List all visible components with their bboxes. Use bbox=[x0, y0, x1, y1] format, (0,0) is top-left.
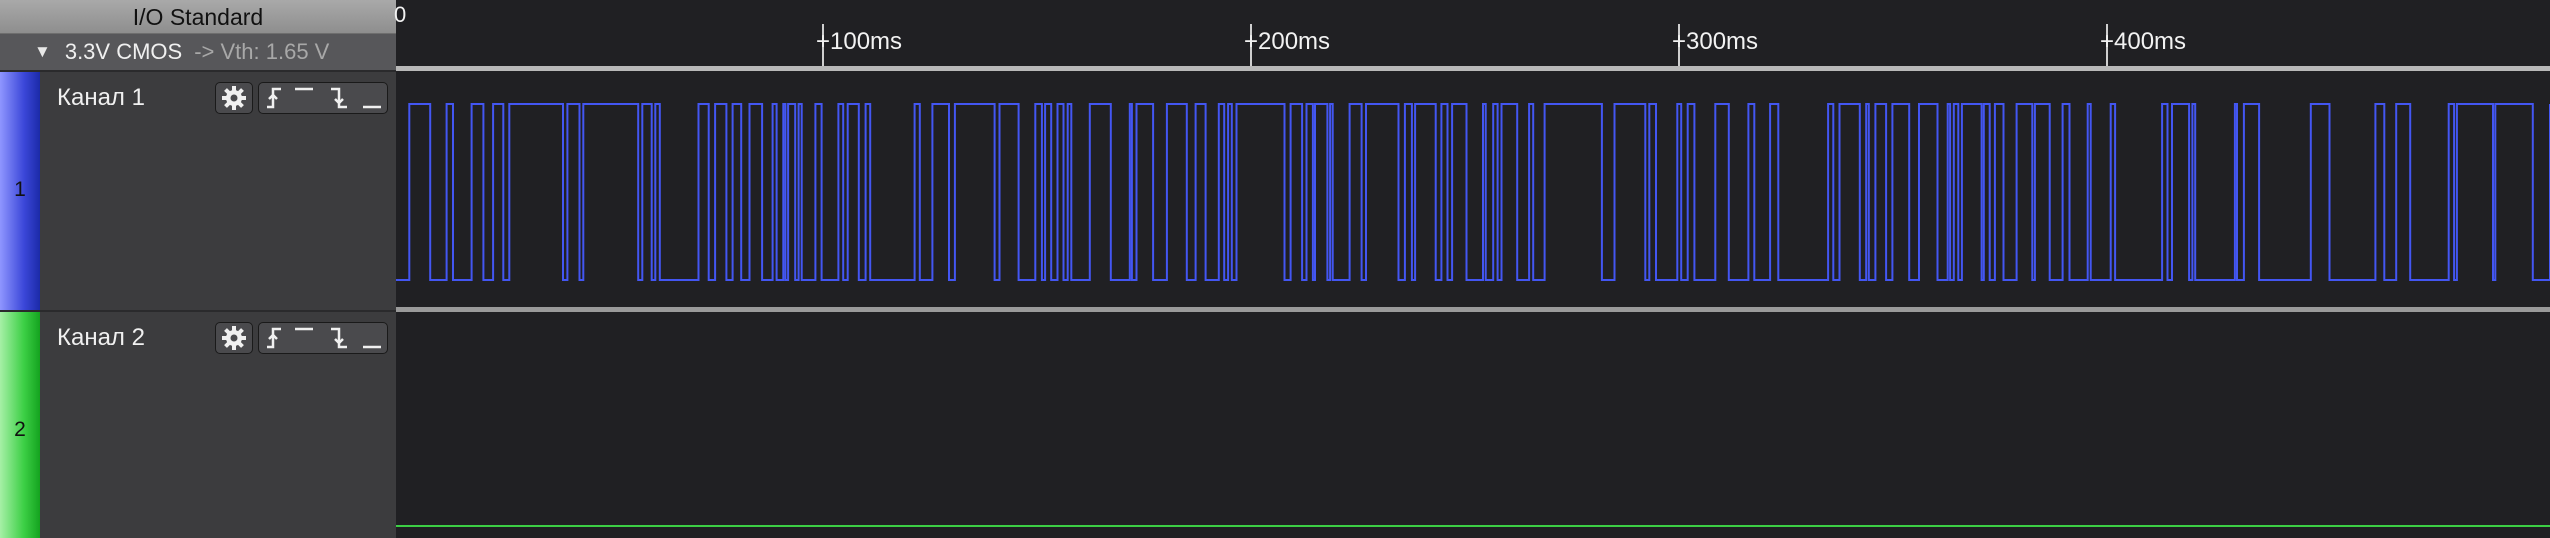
waveform-area[interactable] bbox=[396, 71, 2550, 538]
rising-edge-icon[interactable] bbox=[267, 327, 281, 349]
channel-1-waveform bbox=[396, 103, 2550, 281]
ruler-tick-label: +200ms bbox=[1244, 28, 1331, 55]
rising-edge-icon[interactable] bbox=[267, 87, 281, 109]
gear-icon bbox=[222, 326, 246, 350]
io-standard-header: I/O Standard bbox=[0, 0, 396, 34]
ruler-tick-label: +400ms bbox=[2100, 28, 2187, 55]
channel-settings-button[interactable] bbox=[215, 82, 253, 114]
channel-number: 2 bbox=[14, 418, 26, 441]
trigger-selector[interactable] bbox=[258, 322, 388, 354]
ruler-start-label: 0 bbox=[394, 2, 407, 27]
channel-panel: I/O Standard ▼ 3.3V CMOS -> Vth: 1.65 V … bbox=[0, 0, 396, 538]
channel-color-bar bbox=[0, 312, 40, 538]
channel-row-2[interactable]: 2 Канал 2 bbox=[0, 310, 396, 538]
ruler-tick bbox=[822, 24, 824, 66]
trigger-selector[interactable] bbox=[258, 82, 388, 114]
channel-settings-button[interactable] bbox=[215, 322, 253, 354]
channel-name[interactable]: Канал 1 bbox=[57, 84, 145, 111]
io-standard-value: 3.3V CMOS bbox=[64, 39, 183, 64]
channel-number: 1 bbox=[14, 178, 26, 201]
io-standard-title: I/O Standard bbox=[132, 4, 264, 30]
channel-separator bbox=[396, 307, 2550, 312]
gear-icon bbox=[222, 86, 246, 110]
channel-color-bar bbox=[0, 72, 40, 310]
ruler-tick-label: +300ms bbox=[1672, 28, 1759, 55]
collapse-triangle-icon[interactable]: ▼ bbox=[34, 42, 51, 61]
channel-name[interactable]: Канал 2 bbox=[57, 324, 145, 351]
threshold-value: -> Vth: 1.65 V bbox=[194, 39, 330, 64]
time-ruler[interactable]: +100ms +200ms +300ms +400ms bbox=[396, 0, 2550, 70]
falling-edge-icon[interactable] bbox=[331, 327, 347, 349]
ruler-tick-label: +100ms bbox=[816, 28, 903, 55]
ruler-tick bbox=[1250, 24, 1252, 66]
ruler-tick bbox=[1678, 24, 1680, 66]
ruler-tick bbox=[2106, 24, 2108, 66]
io-standard-selector[interactable]: ▼ 3.3V CMOS -> Vth: 1.65 V bbox=[0, 34, 396, 72]
falling-edge-icon[interactable] bbox=[331, 87, 347, 109]
channel-row-1[interactable]: 1 Канал 1 bbox=[0, 70, 396, 310]
ruler-baseline bbox=[396, 66, 2550, 71]
